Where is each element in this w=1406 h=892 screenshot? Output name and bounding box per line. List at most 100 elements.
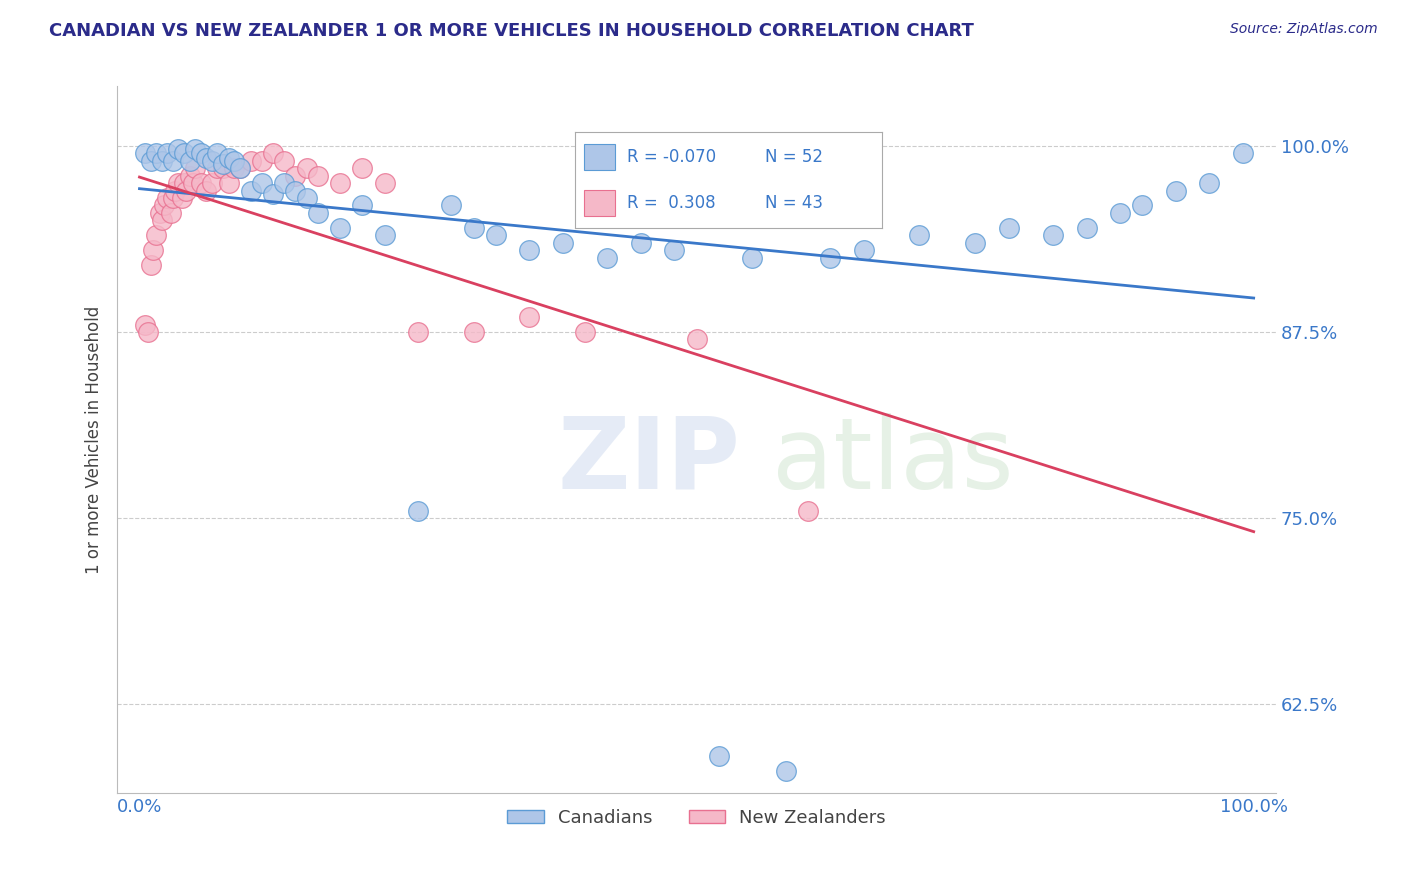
Point bbox=[463, 220, 485, 235]
Point bbox=[201, 153, 224, 168]
Point bbox=[295, 161, 318, 176]
Point bbox=[250, 176, 273, 190]
Point bbox=[374, 176, 396, 190]
Point bbox=[170, 191, 193, 205]
Text: Source: ZipAtlas.com: Source: ZipAtlas.com bbox=[1230, 22, 1378, 37]
Y-axis label: 1 or more Vehicles in Household: 1 or more Vehicles in Household bbox=[86, 306, 103, 574]
Point bbox=[997, 220, 1019, 235]
Point bbox=[218, 151, 240, 165]
Point bbox=[218, 176, 240, 190]
Point bbox=[463, 325, 485, 339]
Point bbox=[1109, 206, 1132, 220]
Point bbox=[574, 325, 596, 339]
Point bbox=[212, 157, 235, 171]
Point bbox=[485, 228, 508, 243]
Point bbox=[908, 228, 931, 243]
Point bbox=[273, 176, 295, 190]
Point bbox=[239, 153, 262, 168]
Point bbox=[307, 206, 329, 220]
Text: atlas: atlas bbox=[772, 413, 1014, 509]
Point bbox=[174, 184, 197, 198]
Point bbox=[207, 146, 229, 161]
Point bbox=[596, 251, 619, 265]
Point bbox=[352, 161, 374, 176]
Point bbox=[852, 243, 875, 257]
Point bbox=[184, 161, 207, 176]
Point bbox=[630, 235, 652, 250]
Point bbox=[173, 176, 195, 190]
Point bbox=[284, 184, 307, 198]
Point bbox=[167, 176, 190, 190]
Point bbox=[142, 243, 165, 257]
Text: ZIP: ZIP bbox=[558, 413, 741, 509]
Point bbox=[184, 142, 207, 156]
Point bbox=[134, 146, 156, 161]
Point bbox=[406, 325, 429, 339]
Point bbox=[195, 151, 218, 165]
Point bbox=[664, 243, 686, 257]
Point bbox=[329, 220, 352, 235]
Point bbox=[1130, 198, 1153, 212]
Point bbox=[156, 191, 179, 205]
Point bbox=[148, 206, 170, 220]
Point bbox=[167, 142, 190, 156]
Point bbox=[374, 228, 396, 243]
Point bbox=[307, 169, 329, 183]
Point bbox=[239, 184, 262, 198]
Point bbox=[190, 176, 212, 190]
Point bbox=[229, 161, 252, 176]
Point bbox=[150, 153, 173, 168]
Point bbox=[179, 153, 201, 168]
Point bbox=[820, 251, 842, 265]
Point bbox=[179, 169, 201, 183]
Point bbox=[284, 169, 307, 183]
Point bbox=[134, 318, 156, 332]
Point bbox=[150, 213, 173, 227]
Point bbox=[224, 153, 246, 168]
Point bbox=[181, 176, 204, 190]
Point bbox=[153, 198, 176, 212]
Point bbox=[195, 184, 218, 198]
Point bbox=[201, 176, 224, 190]
Point bbox=[685, 332, 707, 346]
Point bbox=[145, 228, 167, 243]
Point bbox=[273, 153, 295, 168]
Point bbox=[1076, 220, 1098, 235]
Point bbox=[519, 243, 541, 257]
Point bbox=[352, 198, 374, 212]
Point bbox=[156, 146, 179, 161]
Point bbox=[797, 503, 820, 517]
Point bbox=[207, 161, 229, 176]
Point bbox=[139, 258, 162, 272]
Point bbox=[262, 146, 284, 161]
Point bbox=[1232, 146, 1254, 161]
Point bbox=[229, 161, 252, 176]
Point bbox=[212, 161, 235, 176]
Point bbox=[1042, 228, 1064, 243]
Point bbox=[145, 146, 167, 161]
Point bbox=[440, 198, 463, 212]
Legend: Canadians, New Zealanders: Canadians, New Zealanders bbox=[501, 801, 893, 834]
Point bbox=[1164, 184, 1187, 198]
Point bbox=[159, 206, 181, 220]
Point bbox=[1198, 176, 1220, 190]
Point bbox=[162, 191, 184, 205]
Point bbox=[262, 186, 284, 201]
Point bbox=[329, 176, 352, 190]
Point bbox=[295, 191, 318, 205]
Point bbox=[707, 749, 730, 764]
Point bbox=[551, 235, 574, 250]
Point bbox=[250, 153, 273, 168]
Point bbox=[139, 153, 162, 168]
Point bbox=[965, 235, 987, 250]
Point bbox=[775, 764, 797, 778]
Point bbox=[519, 310, 541, 324]
Point bbox=[138, 325, 160, 339]
Point bbox=[406, 503, 429, 517]
Text: CANADIAN VS NEW ZEALANDER 1 OR MORE VEHICLES IN HOUSEHOLD CORRELATION CHART: CANADIAN VS NEW ZEALANDER 1 OR MORE VEHI… bbox=[49, 22, 974, 40]
Point bbox=[165, 184, 187, 198]
Point bbox=[190, 146, 212, 161]
Point bbox=[173, 146, 195, 161]
Point bbox=[162, 153, 184, 168]
Point bbox=[741, 251, 763, 265]
